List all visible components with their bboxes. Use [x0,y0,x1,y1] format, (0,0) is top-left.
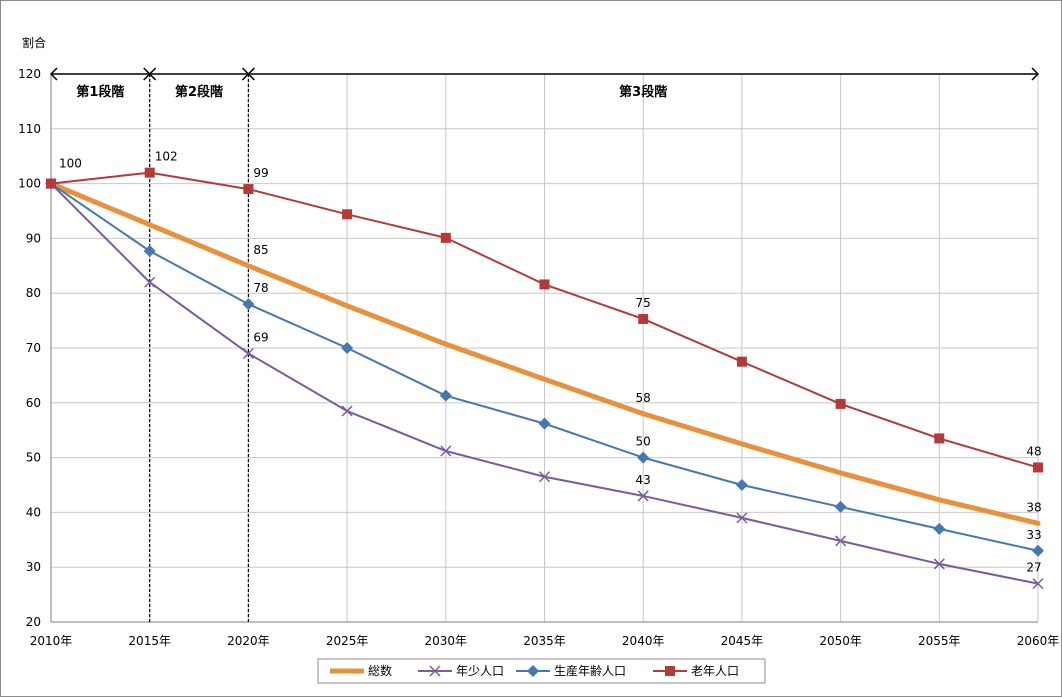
data-label: 69 [253,330,268,344]
y-tick-label: 80 [26,286,41,300]
data-point-square [736,356,747,367]
data-point-diamond [834,500,847,513]
x-tick-label: 2035年 [523,634,566,648]
series-line-総数 [48,181,1041,526]
data-point-x [538,471,551,483]
data-point-x [242,347,254,360]
data-point-square [539,279,550,290]
grid [50,73,1039,623]
legend-entry: 総数 [368,663,392,678]
y-tick-label: 60 [26,396,41,410]
data-label: 99 [253,166,268,180]
data-label: 38 [1026,500,1041,514]
y-tick-label: 20 [26,615,41,629]
x-tick-label: 2055年 [918,634,961,648]
data-point-square [665,666,675,676]
y-tick-label: 30 [26,560,41,574]
data-point-x [144,276,156,288]
x-tick-label: 2050年 [819,634,862,648]
x-tick-label: 2045年 [721,634,764,648]
data-point-x [341,405,353,417]
x-tick-label: 2015年 [128,634,171,648]
data-point-x [933,558,945,570]
data-label: 78 [253,281,268,295]
data-point-diamond [933,522,946,535]
stage-label: 第1段階 [76,84,124,100]
data-point-square [144,167,155,178]
x-tick-label: 2030年 [425,634,468,648]
data-label: 27 [1026,561,1041,575]
data-point-square [835,398,846,409]
data-label: 48 [1026,444,1041,458]
stage-annotations: 第1段階 第2段階 第3段階 [49,67,1040,622]
data-point-diamond [637,451,650,464]
axes: 20 30 40 50 60 70 80 90 100 110 120 2010年 2015年 2020年… [18,67,1059,648]
data-point-square [934,433,945,444]
data-label: 43 [636,473,651,487]
data-point-square [46,178,56,189]
stage-arrow-head-right [1031,67,1040,81]
data-point-diamond [527,665,539,677]
data-point-square [1033,462,1043,473]
data-point-square [342,209,353,220]
data-point-diamond [341,342,354,354]
stage-label: 第3段階 [619,84,667,100]
data-point-square [243,184,254,195]
data-point-diamond [538,417,551,430]
legend-entry: 生産年齢人口 [554,663,626,678]
data-point-x [637,490,649,502]
data-label: 100 [59,157,82,171]
stage-arrow-head-left [49,67,58,81]
y-tick-label: 120 [18,67,41,81]
data-point-x [429,665,441,677]
data-label: 75 [636,296,651,310]
y-axis-title: 割合 [22,35,46,50]
data-point-square [638,313,649,324]
data-point-diamond [735,479,748,491]
x-tick-label: 2025年 [326,634,369,648]
data-point-diamond [1032,544,1044,557]
data-point-x [1032,578,1044,590]
y-tick-label: 100 [18,177,41,191]
legend-entry: 老年人口 [691,664,739,678]
y-tick-label: 40 [26,505,41,519]
x-tick-label: 2020年 [227,634,270,648]
data-point-diamond [143,245,156,258]
data-point-diamond [242,298,255,311]
data-point-x [835,535,847,547]
data-label: 85 [253,243,268,257]
data-labels: 85 58 38 69 43 27 78 50 33 100 102 99 75 48 [59,150,1042,575]
y-tick-label: 50 [26,451,41,465]
data-label: 33 [1026,528,1041,542]
data-point-diamond [439,389,452,402]
legend-entry: 年少人口 [456,664,504,678]
x-tick-label: 2040年 [622,634,665,648]
x-tick-label: 2060年 [1017,634,1060,648]
series-lines [45,167,1044,590]
y-tick-label: 70 [26,341,41,355]
data-point-x [440,445,452,457]
stage-label: 第2段階 [175,84,223,100]
y-tick-label: 110 [18,122,41,136]
data-label: 102 [155,150,178,164]
y-tick-label: 90 [26,231,41,245]
data-label: 50 [636,435,651,449]
legend: 総数 年少人口 生産年齢人口 老年人口 [317,658,766,684]
data-label: 58 [636,391,651,405]
data-point-square [440,232,451,243]
data-point-x [736,512,748,524]
x-tick-label: 2010年 [30,634,73,648]
